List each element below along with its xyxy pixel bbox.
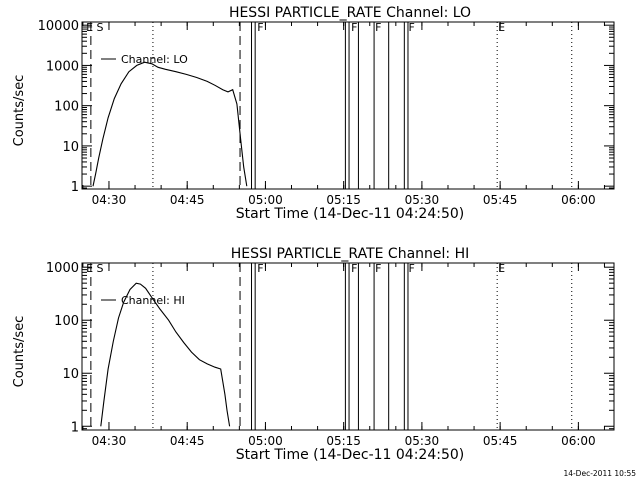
flag-label: E [498, 262, 505, 275]
chart-panel-hi: HESSI PARTICLE_RATE Channel: HI 04:30 04:4… [12, 246, 615, 463]
y-axis-label: Counts/sec [12, 75, 27, 147]
y-tick-label: 100 [54, 314, 79, 329]
chart-panel-lo: HESSI PARTICLE_RATE Channel: LO 04:30 04:4… [12, 5, 615, 222]
x-tick-label: 05:15 [326, 434, 361, 448]
x-tick-label: 05:00 [248, 193, 283, 207]
x-tick-label: 06:00 [561, 434, 596, 448]
flag-label: F [408, 262, 414, 275]
flag-label: F [351, 262, 357, 275]
x-tick-label: 05:00 [248, 434, 283, 448]
y-axis-label: Counts/sec [12, 316, 27, 388]
chart-title: HESSI PARTICLE_RATE Channel: LO [229, 5, 471, 21]
flag-label: F [375, 262, 381, 275]
x-tick-label: 05:30 [405, 193, 440, 207]
x-axis-label: Start Time (14-Dec-11 04:24:50) [236, 206, 464, 222]
flag-label: E [86, 21, 93, 34]
y-tick-label: 1 [71, 420, 79, 435]
y-tick-label: 1000 [46, 261, 79, 276]
x-tick-label: 05:30 [405, 434, 440, 448]
y-tick-label: 10000 [38, 19, 79, 34]
x-tick-label: 04:45 [170, 193, 205, 207]
y-tick-label: 1 [71, 180, 79, 195]
x-tick-label: 04:45 [170, 434, 205, 448]
x-axis-label: Start Time (14-Dec-11 04:24:50) [236, 447, 464, 463]
x-tick-label: 04:30 [92, 434, 127, 448]
legend-label: Channel: LO [121, 53, 188, 66]
chart-title: HESSI PARTICLE_RATE Channel: HI [231, 246, 469, 262]
legend-label: Channel: HI [121, 294, 185, 307]
flag-label: S [97, 262, 104, 275]
flag-label: S [97, 21, 104, 34]
x-tick-label: 04:30 [92, 193, 127, 207]
flag-label: E [498, 21, 505, 34]
y-tick-label: 1000 [46, 59, 79, 74]
plot-frame [81, 262, 615, 431]
flag-label: F [375, 21, 381, 34]
footer-timestamp: 14-Dec-2011 10:55 [563, 469, 636, 478]
x-tick-label: 05:45 [483, 434, 518, 448]
flag-label: F [257, 262, 263, 275]
flag-label: E [86, 262, 93, 275]
flag-label: F [257, 21, 263, 34]
x-tick-label: 05:45 [483, 193, 518, 207]
flag-label: F [408, 21, 414, 34]
plot-frame [81, 21, 615, 190]
x-tick-label: 05:15 [326, 193, 361, 207]
series-line-channel-lo [92, 61, 248, 187]
x-tick-label: 06:00 [561, 193, 596, 207]
y-tick-label: 100 [54, 100, 79, 115]
y-tick-label: 10 [62, 367, 79, 382]
flag-label: F [351, 21, 357, 34]
y-tick-label: 10 [62, 140, 79, 155]
series-line-channel-hi [100, 282, 231, 427]
